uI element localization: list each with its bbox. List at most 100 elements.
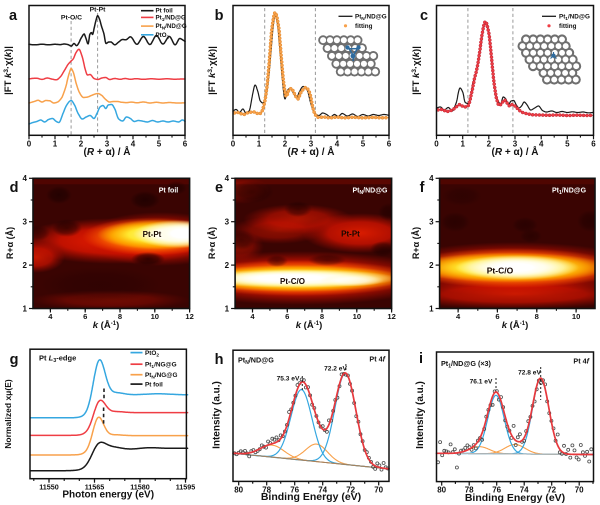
svg-text:fitting: fitting	[355, 23, 373, 30]
svg-text:1: 1	[429, 304, 434, 313]
svg-text:PtO2: PtO2	[145, 350, 159, 359]
svg-text:12: 12	[387, 312, 395, 321]
svg-text:b: b	[215, 8, 224, 24]
svg-text:76: 76	[290, 485, 299, 494]
svg-text:PtN/NG@G: PtN/NG@G	[145, 372, 177, 381]
svg-text:72: 72	[346, 485, 355, 494]
svg-text:a: a	[9, 8, 18, 24]
svg-text:3: 3	[23, 218, 28, 227]
svg-text:3: 3	[225, 218, 230, 227]
svg-text:|FT k3·χ(k)|: |FT k3·χ(k)|	[3, 46, 14, 95]
svg-text:PtN/ND@G: PtN/ND@G	[156, 23, 187, 32]
svg-text:Pt1/ND@G: Pt1/ND@G	[552, 188, 587, 197]
svg-text:8: 8	[535, 312, 539, 321]
svg-text:Pt foil: Pt foil	[159, 188, 178, 195]
svg-text:Pt-C/O: Pt-C/O	[487, 266, 514, 276]
svg-text:Pt-Pt: Pt-Pt	[143, 230, 162, 239]
svg-text:6: 6	[591, 140, 596, 149]
svg-text:PtO2: PtO2	[156, 32, 170, 41]
svg-text:4: 4	[539, 140, 544, 149]
svg-text:k (Å-1): k (Å-1)	[502, 320, 528, 331]
svg-text:R+α (Å): R+α (Å)	[207, 227, 217, 259]
svg-text:4: 4	[456, 312, 461, 321]
svg-text:11580: 11580	[130, 482, 150, 491]
svg-text:e: e	[215, 180, 223, 196]
svg-text:Pt 4f: Pt 4f	[369, 355, 385, 364]
svg-text:k (Å-1): k (Å-1)	[93, 320, 119, 331]
svg-text:11595: 11595	[176, 482, 196, 491]
svg-text:6: 6	[83, 312, 87, 321]
svg-text:10: 10	[151, 312, 159, 321]
svg-text:78: 78	[262, 485, 271, 494]
svg-text:4: 4	[225, 174, 230, 183]
svg-text:Pt1/ND@G (×3): Pt1/ND@G (×3)	[441, 359, 492, 370]
svg-text:6: 6	[387, 140, 392, 149]
svg-text:2: 2	[23, 261, 28, 270]
svg-text:Normalized xμ(E): Normalized xμ(E)	[3, 379, 13, 449]
svg-text:78: 78	[465, 486, 474, 495]
svg-text:2: 2	[225, 261, 230, 270]
svg-text:6: 6	[285, 312, 289, 321]
svg-text:70: 70	[374, 485, 383, 494]
svg-text:72.2 eV: 72.2 eV	[324, 366, 347, 373]
svg-text:PtN/ND@G: PtN/ND@G	[238, 356, 274, 367]
svg-text:R+α (Å): R+α (Å)	[5, 227, 15, 259]
svg-text:Pt foil: Pt foil	[156, 8, 173, 15]
svg-text:Pt1/ND@G: Pt1/ND@G	[559, 14, 590, 23]
svg-text:Intensity (a.u.): Intensity (a.u.)	[212, 381, 223, 449]
svg-text:76: 76	[492, 486, 501, 495]
svg-text:11550: 11550	[39, 482, 59, 491]
svg-text:12: 12	[185, 312, 193, 321]
svg-text:(R + α) / Å: (R + α) / Å	[491, 145, 538, 158]
svg-text:3: 3	[105, 140, 110, 149]
svg-text:5: 5	[565, 140, 570, 149]
svg-text:4: 4	[48, 312, 53, 321]
svg-text:10: 10	[353, 312, 361, 321]
svg-text:i: i	[419, 351, 423, 367]
svg-text:2: 2	[487, 140, 492, 149]
svg-text:8: 8	[118, 312, 122, 321]
svg-text:c: c	[420, 8, 428, 24]
svg-text:k (Å-1): k (Å-1)	[296, 320, 322, 331]
svg-text:75.3 eV: 75.3 eV	[277, 376, 300, 383]
svg-text:74: 74	[520, 486, 529, 495]
svg-text:80: 80	[437, 486, 446, 495]
svg-text:Pt1/ND@G: Pt1/ND@G	[156, 14, 187, 23]
svg-text:0: 0	[27, 140, 32, 149]
svg-text:3: 3	[513, 140, 518, 149]
svg-text:3: 3	[429, 218, 434, 227]
svg-text:1: 1	[23, 304, 28, 313]
svg-text:Pt-O/C: Pt-O/C	[61, 15, 82, 22]
svg-text:6: 6	[183, 140, 188, 149]
svg-text:72: 72	[547, 486, 556, 495]
svg-text:4: 4	[250, 312, 255, 321]
svg-text:f: f	[420, 180, 425, 196]
svg-text:(R + α) / Å: (R + α) / Å	[287, 145, 334, 158]
svg-text:2: 2	[79, 140, 84, 149]
svg-text:5: 5	[157, 140, 162, 149]
svg-text:1: 1	[225, 304, 230, 313]
svg-text:72.8 eV: 72.8 eV	[518, 370, 541, 377]
svg-text:Binding Energy (eV): Binding Energy (eV)	[465, 492, 565, 504]
svg-text:6: 6	[495, 312, 499, 321]
svg-text:1: 1	[257, 140, 262, 149]
svg-text:4: 4	[429, 174, 434, 183]
svg-text:d: d	[10, 180, 19, 196]
svg-text:0: 0	[434, 140, 439, 149]
svg-text:4: 4	[335, 140, 340, 149]
svg-text:Pt L3-edge: Pt L3-edge	[39, 354, 76, 365]
svg-text:4: 4	[23, 174, 28, 183]
svg-text:3: 3	[309, 140, 314, 149]
svg-text:74: 74	[318, 485, 327, 494]
svg-text:8: 8	[320, 312, 324, 321]
svg-text:0: 0	[231, 140, 236, 149]
svg-text:Pt-Pt: Pt-Pt	[341, 230, 360, 239]
svg-text:Pt foil: Pt foil	[145, 381, 163, 388]
svg-text:g: g	[10, 352, 19, 368]
svg-text:|FT k3·χ(k)|: |FT k3·χ(k)|	[207, 46, 218, 95]
svg-text:h: h	[215, 352, 224, 368]
svg-text:Pt 4f: Pt 4f	[573, 357, 589, 366]
svg-text:PtN/ND@G: PtN/ND@G	[355, 14, 387, 23]
svg-text:|FT k3·χ(k)|: |FT k3·χ(k)|	[411, 46, 422, 95]
svg-text:Pt1/NG@G: Pt1/NG@G	[145, 361, 177, 370]
